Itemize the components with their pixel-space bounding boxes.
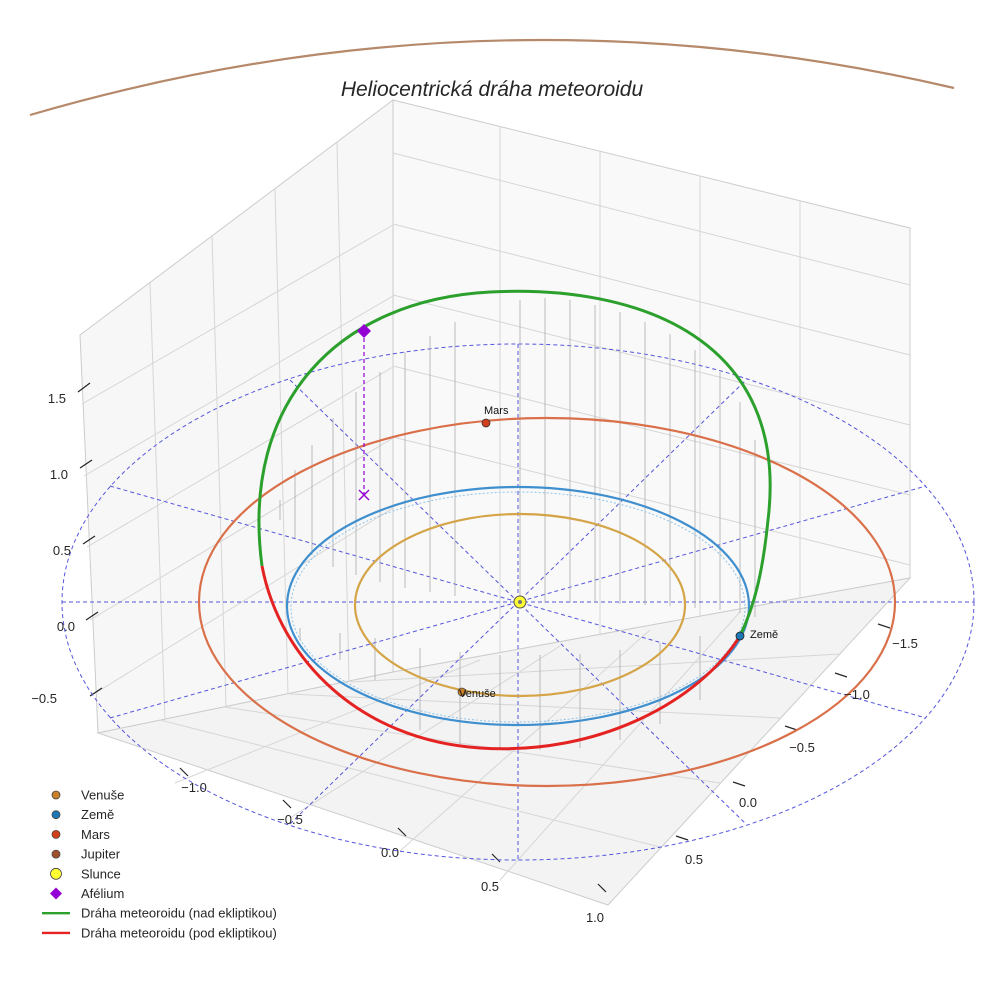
venus-orbit — [353, 512, 687, 698]
x-tick-label: 0.5 — [481, 879, 499, 894]
aphelion-marker — [357, 324, 371, 338]
left-pane-horizontals — [81, 224, 394, 695]
x-tick-label: 1.0 — [586, 910, 604, 925]
z-tick-label: 1.0 — [50, 467, 68, 482]
chart-title: Heliocentrická dráha meteoroidu — [341, 78, 644, 101]
aphelion-projection-marker — [358, 489, 370, 501]
jupiter-orbit — [29, 38, 955, 117]
legend-marker — [51, 830, 61, 839]
y-tick-label: −0.5 — [789, 740, 815, 755]
legend-label: Afélium — [81, 886, 124, 901]
venus-label: Venuše — [459, 688, 496, 700]
z-tick-label: 1.5 — [48, 391, 66, 406]
pane-left — [79, 98, 394, 734]
legend-entry: Mars — [51, 827, 110, 842]
legend-label: Slunce — [81, 866, 121, 881]
sun-core — [518, 600, 522, 604]
meteoroid-path-below — [260, 565, 742, 751]
y-tick-label: −1.5 — [892, 636, 918, 651]
legend-entry: Afélium — [50, 886, 124, 901]
legend-marker — [50, 887, 62, 900]
left-pane-verticals — [149, 141, 350, 721]
y-tick-label: 0.5 — [685, 852, 703, 867]
mars-marker — [481, 418, 491, 428]
legend-label: Dráha meteoroidu (pod ekliptikou) — [81, 925, 277, 940]
x-tick-label: 0.0 — [381, 845, 399, 860]
z-tick-label: −0.5 — [31, 691, 57, 706]
y-tick-label: 0.0 — [739, 795, 757, 810]
right-pane-horizontals — [392, 152, 911, 566]
legend-marker — [51, 810, 61, 820]
z-tick-label: 0.5 — [53, 543, 71, 558]
legend-entry: Dráha meteoroidu (pod ekliptikou) — [42, 925, 277, 940]
legend-marker — [51, 849, 61, 859]
legend-label: Mars — [81, 827, 110, 842]
earth-orbit-inner — [290, 491, 746, 723]
legend-entry: Slunce — [50, 866, 121, 881]
earth-label: Země — [750, 629, 778, 641]
legend-entry: Jupiter — [51, 847, 121, 862]
y-tick-label: −1.0 — [844, 687, 870, 702]
legend-marker — [50, 867, 62, 880]
earth-marker — [735, 631, 745, 641]
legend-label: Země — [81, 807, 114, 822]
legend-marker — [51, 790, 61, 800]
pane-floor — [96, 577, 912, 906]
projection-stems — [279, 298, 756, 750]
legend-entry: Venuše — [51, 788, 124, 803]
pane-right — [392, 99, 911, 673]
grid — [77, 98, 912, 906]
z-tick-label: 0.0 — [57, 619, 75, 634]
venus-marker — [457, 687, 467, 697]
mars-label: Mars — [484, 405, 509, 417]
legend-label: Jupiter — [81, 847, 121, 862]
earth-orbit — [285, 485, 751, 727]
x-tick-label: −1.0 — [181, 780, 207, 795]
legend-label: Dráha meteoroidu (nad ekliptikou) — [81, 906, 277, 921]
mars-orbit — [197, 416, 897, 788]
legend: Venuše Země Mars Jupiter Slunce Afélium Dráha … — [42, 788, 277, 940]
legend-entry: Dráha meteoroidu (nad ekliptikou) — [42, 906, 277, 921]
legend-label: Venuše — [81, 788, 124, 803]
legend-entry: Země — [51, 807, 114, 822]
meteoroid-path-above — [257, 289, 772, 637]
x-tick-label: −0.5 — [277, 812, 303, 827]
